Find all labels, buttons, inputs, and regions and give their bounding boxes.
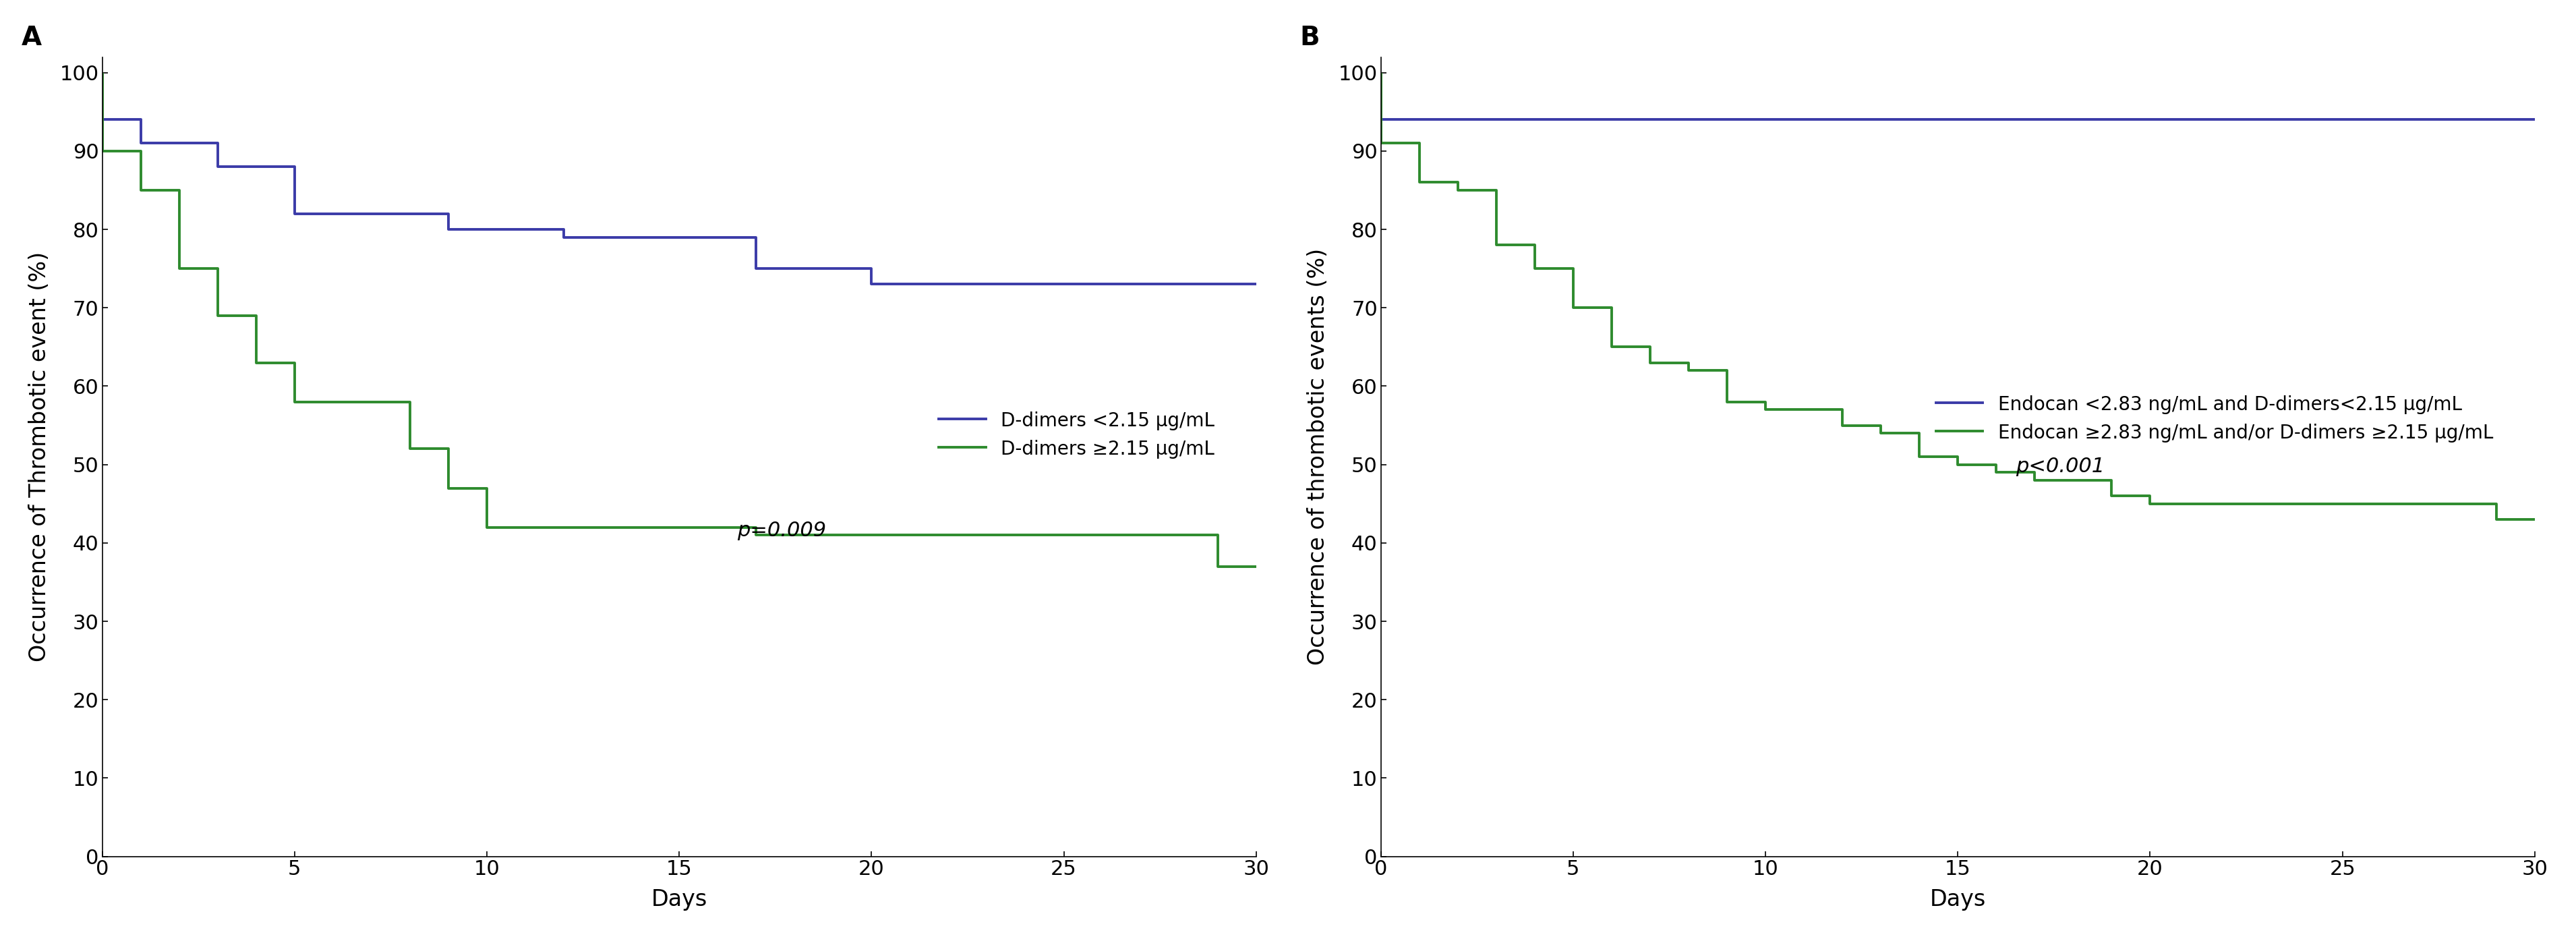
Y-axis label: Occurrence of Thrombotic event (%): Occurrence of Thrombotic event (%) [28,252,52,662]
X-axis label: Days: Days [652,888,708,911]
X-axis label: Days: Days [1929,888,1986,911]
Legend: Endocan <2.83 ng/mL and D-dimers<2.15 μg/mL, Endocan ≥2.83 ng/mL and/or D-dimers: Endocan <2.83 ng/mL and D-dimers<2.15 μg… [1927,386,2501,452]
Text: p=0.009: p=0.009 [737,521,827,540]
Y-axis label: Occurrence of thrombotic events (%): Occurrence of thrombotic events (%) [1306,248,1329,665]
Text: B: B [1301,25,1319,51]
Text: p<0.001: p<0.001 [2014,456,2105,476]
Legend: D-dimers <2.15 μg/mL, D-dimers ≥2.15 μg/mL: D-dimers <2.15 μg/mL, D-dimers ≥2.15 μg/… [930,402,1224,468]
Text: A: A [21,25,41,51]
